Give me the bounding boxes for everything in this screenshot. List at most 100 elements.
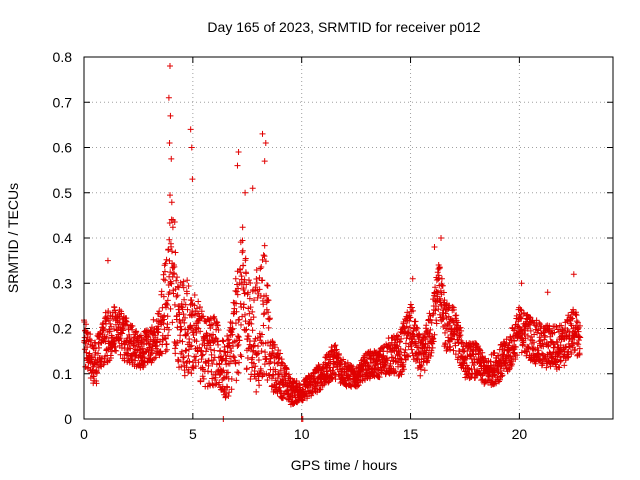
data-point — [209, 375, 216, 382]
data-point — [155, 323, 162, 330]
data-point — [104, 257, 111, 264]
data-point — [108, 348, 115, 355]
data-point — [498, 373, 505, 380]
data-point — [512, 343, 519, 350]
data-point — [488, 362, 495, 369]
data-point — [449, 303, 456, 310]
y-tick-label: 0 — [64, 411, 72, 427]
data-point — [107, 320, 114, 327]
data-point — [431, 244, 438, 251]
data-point — [274, 360, 281, 367]
data-point — [168, 280, 175, 287]
data-point — [187, 343, 194, 350]
data-point — [237, 351, 244, 358]
data-point — [524, 348, 531, 355]
data-point — [576, 322, 583, 329]
data-point — [178, 348, 185, 355]
data-point — [180, 284, 187, 291]
data-point — [164, 313, 171, 320]
data-point — [544, 289, 551, 296]
data-point — [394, 343, 401, 350]
data-point — [283, 388, 290, 395]
data-point — [400, 361, 407, 368]
data-point — [576, 351, 583, 358]
data-point — [455, 319, 462, 326]
data-point — [245, 333, 252, 340]
data-point — [413, 355, 420, 362]
data-point — [139, 345, 146, 352]
data-point — [482, 355, 489, 362]
data-point — [264, 282, 271, 289]
data-point — [230, 353, 237, 360]
y-axis-label: SRMTID / TECUs — [5, 183, 21, 293]
data-point — [180, 354, 187, 361]
data-points — [81, 63, 584, 422]
data-point — [255, 356, 262, 363]
data-point — [235, 341, 242, 348]
data-point — [535, 347, 542, 354]
data-point — [468, 373, 475, 380]
data-point — [193, 305, 200, 312]
data-point — [178, 363, 185, 370]
data-point — [210, 314, 217, 321]
data-point — [444, 326, 451, 333]
data-point — [207, 325, 214, 332]
data-point — [124, 321, 131, 328]
data-point — [458, 327, 465, 334]
data-point — [174, 324, 181, 331]
data-point — [531, 331, 538, 338]
data-point — [162, 335, 169, 342]
data-point — [518, 315, 525, 322]
data-point — [438, 235, 445, 241]
data-point — [475, 343, 482, 350]
data-point — [270, 372, 277, 379]
data-point — [179, 282, 186, 289]
data-point — [261, 253, 268, 260]
data-point — [449, 335, 456, 342]
data-point — [160, 293, 167, 300]
data-point — [536, 334, 543, 341]
data-point — [429, 344, 436, 351]
data-point — [447, 343, 454, 350]
data-point — [452, 351, 459, 358]
data-point — [146, 331, 153, 338]
data-point — [184, 330, 191, 337]
data-point — [234, 369, 241, 376]
data-point — [84, 344, 91, 351]
data-point — [233, 308, 240, 315]
data-point — [167, 269, 174, 276]
data-point — [235, 149, 242, 156]
data-point — [184, 306, 191, 313]
data-point — [413, 324, 420, 331]
data-point — [568, 350, 575, 357]
data-point — [255, 343, 262, 350]
data-point — [171, 301, 178, 308]
data-point — [408, 346, 415, 353]
data-point — [323, 354, 330, 361]
data-point — [163, 300, 170, 307]
data-point — [140, 362, 147, 369]
data-point — [260, 252, 267, 259]
data-point — [265, 297, 272, 304]
data-point — [242, 189, 249, 196]
data-point — [518, 280, 525, 287]
data-point — [398, 371, 405, 378]
data-point — [212, 374, 219, 381]
data-point — [153, 339, 160, 346]
data-point — [424, 357, 431, 364]
data-point — [171, 263, 178, 270]
data-point — [251, 371, 258, 378]
data-point — [216, 361, 223, 368]
data-point — [180, 311, 187, 318]
data-point — [417, 366, 424, 373]
data-point — [186, 358, 193, 365]
data-point — [238, 353, 245, 360]
data-point — [127, 324, 134, 331]
data-point — [433, 288, 440, 295]
data-point — [236, 316, 243, 323]
data-point — [511, 337, 518, 344]
data-point — [427, 353, 434, 360]
data-point — [215, 341, 222, 348]
data-point — [542, 334, 549, 341]
data-point — [232, 320, 239, 327]
